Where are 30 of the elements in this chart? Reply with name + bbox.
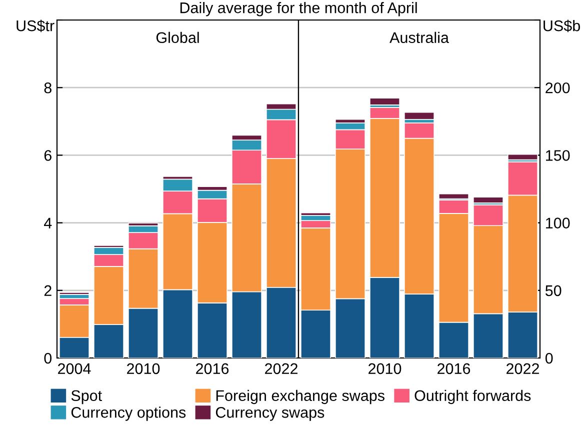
y-tick-label: 200 — [546, 82, 570, 94]
y-tick-label: 6 — [44, 150, 52, 161]
x-tick-label: 2022 — [506, 363, 539, 374]
y-tick-label: 50 — [545, 285, 562, 296]
y-tick-label: 100 — [546, 218, 570, 228]
x-tick-label: 2010 — [127, 363, 160, 374]
x-tick-label: 2016 — [438, 363, 470, 374]
legend-label: Currency swaps — [216, 406, 324, 421]
chart-title: Daily average for the month of April — [180, 2, 417, 16]
legend-label: Currency options — [71, 406, 186, 421]
legend-label: Outright forwards — [414, 390, 531, 404]
bar — [369, 98, 400, 106]
y-tick-label: 8 — [44, 82, 52, 94]
bar — [58, 292, 90, 295]
y-axis-title: US$b — [544, 20, 580, 32]
x-tick-label: 2016 — [196, 363, 229, 374]
bar — [404, 112, 435, 120]
text: Australia — [390, 32, 449, 44]
y-tick-label: 2 — [44, 285, 52, 296]
x-tick-label: 2010 — [368, 363, 402, 374]
legend-label: Foreign exchange swaps — [216, 390, 384, 404]
x-tick-label: 2022 — [265, 363, 298, 374]
x-tick-label: 2004 — [58, 363, 91, 374]
text: Global — [156, 32, 199, 44]
y-tick-label: 0 — [44, 352, 52, 364]
legend-label: Spot — [71, 390, 102, 404]
y-axis-title: US$tr — [16, 20, 54, 32]
y-tick-label: 0 — [545, 352, 553, 364]
y-tick-label: 150 — [546, 150, 570, 161]
y-tick-label: 4 — [44, 218, 52, 228]
